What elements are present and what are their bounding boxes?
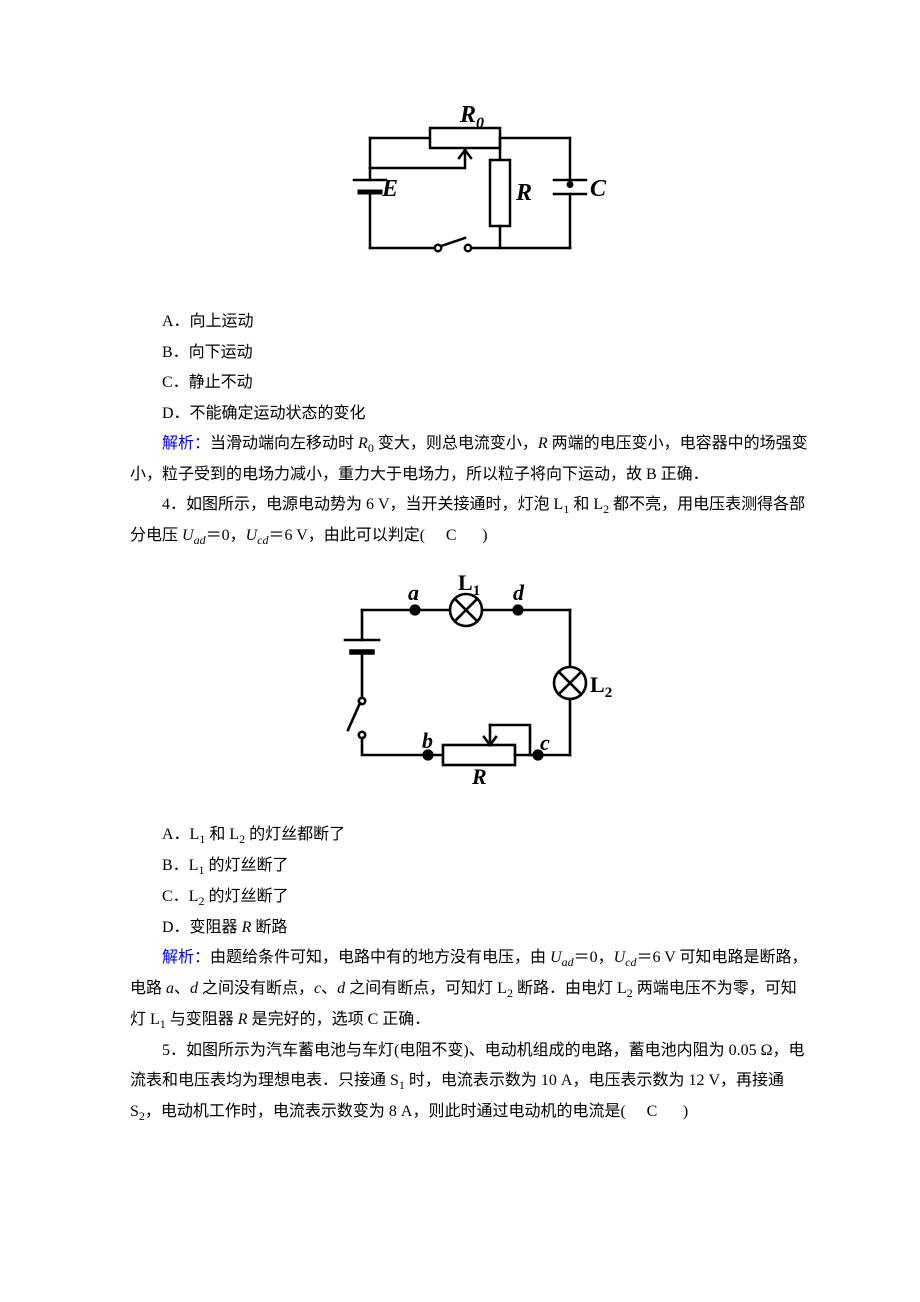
svg-text:L2: L2 <box>590 672 612 701</box>
text: 的灯丝断了 <box>204 888 288 905</box>
var: R <box>238 1011 248 1028</box>
q4-option-C: C．L2 的灯丝断了 <box>130 882 810 913</box>
text: 和 L <box>205 826 239 843</box>
q4-prompt: 4．如图所示，电源电动势为 6 V，当开关接通时，灯泡 L1 和 L2 都不亮，… <box>130 490 810 552</box>
q4-label-a: a <box>408 580 419 605</box>
sub: cd <box>625 955 636 969</box>
text: 4．如图所示，电源电动势为 6 V，当开关接通时，灯泡 L <box>162 496 563 513</box>
text: 当滑动端向左移动时 <box>210 435 358 452</box>
var: a <box>166 980 174 997</box>
var-R: R <box>538 435 548 452</box>
sub: ad <box>194 534 206 548</box>
q4-answer: C <box>425 527 482 544</box>
q4-circuit-svg: a d b c L1 L2 R <box>320 570 620 790</box>
text: ，电动机工作时，电流表示数变为 8 A，则此时通过电动机的电流是( <box>145 1103 626 1120</box>
text: ) <box>482 527 487 544</box>
var: d <box>337 980 345 997</box>
text: 的灯丝都断了 <box>245 826 345 843</box>
q3-circuit-svg: R0 E R C <box>330 98 610 278</box>
var: U <box>614 949 626 966</box>
q3-circuit-figure: R0 E R C <box>130 98 810 289</box>
text: 、 <box>174 980 190 997</box>
svg-text:L1: L1 <box>458 570 480 599</box>
q3-option-D: D．不能确定运动状态的变化 <box>130 399 810 429</box>
q3-label-R0: R <box>459 102 476 128</box>
analysis-label: 解析： <box>162 949 210 966</box>
q4-label-d: d <box>513 580 525 605</box>
text: 、 <box>321 980 337 997</box>
q3-label-R: R <box>515 180 532 206</box>
q5-prompt: 5．如图所示为汽车蓄电池与车灯(电阻不变)、电动机组成的电路，蓄电池内阻为 0.… <box>130 1036 810 1128</box>
text: 断路．由电灯 L <box>513 980 627 997</box>
text: 的灯丝断了 <box>204 857 288 874</box>
text: 变大，则总电流变小， <box>374 435 538 452</box>
text: 由题给条件可知，电路中有的地方没有电压，由 <box>210 949 550 966</box>
svg-text:R0: R0 <box>459 102 484 132</box>
var: d <box>190 980 198 997</box>
q4-analysis: 解析：由题给条件可知，电路中有的地方没有电压，由 Uad＝0，Ucd＝6 V 可… <box>130 943 810 1036</box>
var-Ucd: U <box>246 527 258 544</box>
q4-circuit-figure: a d b c L1 L2 R <box>130 570 810 801</box>
text: 之间没有断点， <box>198 980 314 997</box>
text: ＝6 V，由此可以判定( <box>268 527 425 544</box>
text: ＝0， <box>574 949 614 966</box>
var-Uad: U <box>182 527 194 544</box>
q3-label-E: E <box>381 176 398 202</box>
q4-label-L2sub: 2 <box>605 685 613 701</box>
q4-option-A: A．L1 和 L2 的灯丝都断了 <box>130 820 810 851</box>
q4-label-L2: L <box>590 672 605 697</box>
q4-option-B: B．L1 的灯丝断了 <box>130 851 810 882</box>
text: C．L <box>162 888 198 905</box>
text: ＝0， <box>206 527 246 544</box>
text: B．L <box>162 857 198 874</box>
q4-label-L1: L <box>458 570 473 595</box>
q4-option-D: D．变阻器 R 断路 <box>130 913 810 943</box>
q5-answer: C <box>626 1103 683 1120</box>
q3-option-C: C．静止不动 <box>130 368 810 398</box>
q3-label-R0sub: 0 <box>476 115 484 132</box>
sub: ad <box>562 955 574 969</box>
var: U <box>550 949 562 966</box>
text: 是完好的，选项 C 正确． <box>248 1011 431 1028</box>
q3-option-B: B．向下运动 <box>130 338 810 368</box>
q4-label-c: c <box>540 730 550 755</box>
q3-option-A: A．向上运动 <box>130 307 810 337</box>
q3-analysis: 解析：当滑动端向左移动时 R0 变大，则总电流变小，R 两端的电压变小，电容器中… <box>130 429 810 490</box>
text: A．L <box>162 826 199 843</box>
text: ) <box>683 1103 688 1120</box>
sub: cd <box>257 534 268 548</box>
q3-label-C: C <box>590 176 607 202</box>
text: 与变阻器 <box>166 1011 238 1028</box>
q4-label-L1sub: 1 <box>473 583 481 599</box>
text: 之间有断点，可知灯 L <box>345 980 507 997</box>
var-R0: R <box>358 435 368 452</box>
q4-label-R: R <box>471 764 487 789</box>
var-R: R <box>242 919 252 936</box>
analysis-label: 解析： <box>162 435 210 452</box>
text: D．变阻器 <box>162 919 242 936</box>
text: 和 L <box>569 496 603 513</box>
q4-label-b: b <box>422 728 433 753</box>
text: 断路 <box>251 919 287 936</box>
